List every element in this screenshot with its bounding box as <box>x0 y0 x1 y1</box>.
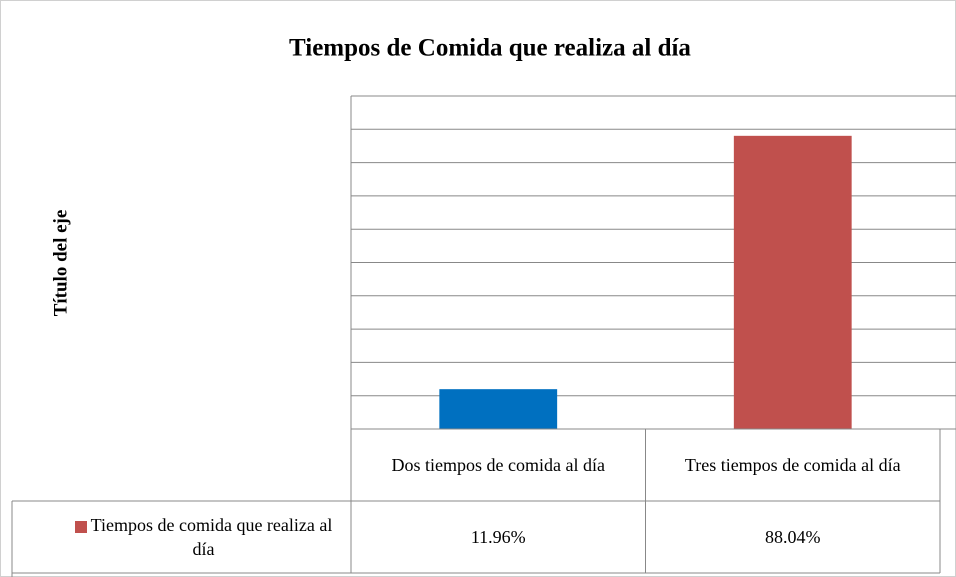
data-label-box: 88.04% <box>646 501 941 573</box>
x-tick-label-text: Tres tiempos de comida al día <box>684 455 901 475</box>
data-label-box: 11.96% <box>351 501 646 573</box>
x-tick-label: Dos tiempos de comida al día <box>351 429 646 501</box>
data-label-text: 11.96% <box>470 527 526 547</box>
legend-text: Tiempos de comida que realiza al día <box>90 515 333 559</box>
data-label: 11.96% <box>351 501 646 573</box>
bar <box>733 135 852 430</box>
chart-title: Tiempos de Comida que realiza al día <box>289 35 691 62</box>
data-label-text: 88.04% <box>765 527 821 547</box>
legend-entry-box: Tiempos de comida que realiza al día <box>12 501 351 573</box>
x-tick-label-box: Tres tiempos de comida al día <box>646 429 941 501</box>
legend-swatch <box>74 520 87 533</box>
y-axis-title: Título del eje <box>50 210 71 317</box>
bar <box>439 389 558 429</box>
x-tick-label-box: Dos tiempos de comida al día <box>351 429 646 501</box>
x-tick-label: Tres tiempos de comida al día <box>646 429 941 501</box>
legend-entry: Tiempos de comida que realiza al día <box>12 501 351 573</box>
x-tick-label-text: Dos tiempos de comida al día <box>391 455 605 475</box>
data-label: 88.04% <box>646 501 941 573</box>
legend-label: Tiempos de comida que realiza al día <box>64 513 343 561</box>
